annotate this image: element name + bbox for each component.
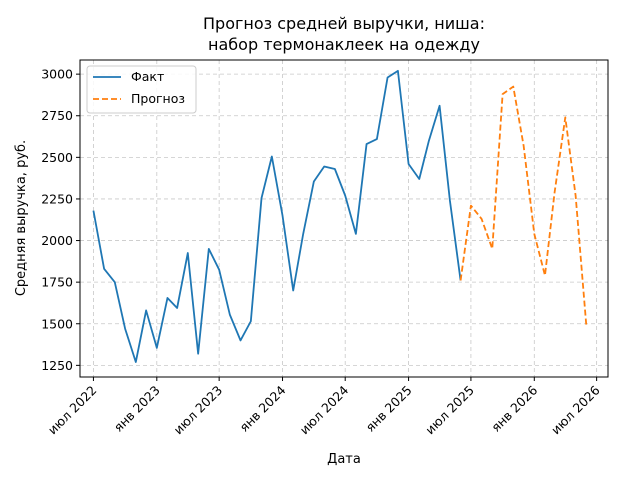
x-tick-label: янв 2023 (111, 383, 163, 435)
y-tick-label: 2000 (41, 233, 73, 248)
series-layer (92, 69, 588, 363)
y-tick-label: 2750 (41, 108, 73, 123)
series-line-fact (92, 69, 462, 363)
y-tick-label: 2500 (41, 150, 73, 165)
y-axis: 1250 1500 1750 2000 2250 2500 2750 3000 (41, 67, 80, 373)
x-tick-label: июл 2023 (171, 383, 226, 438)
y-tick-label: 2250 (41, 191, 73, 206)
x-tick-label: янв 2024 (236, 382, 288, 434)
x-tick-label: июл 2025 (422, 383, 477, 438)
x-tick-label: июл 2026 (548, 382, 603, 437)
chart-title-line-2: набор термонаклеек на одежду (208, 35, 480, 54)
x-tick-label: июл 2022 (45, 383, 100, 438)
legend-label-forecast: Прогноз (131, 91, 185, 106)
legend-label-fact: Факт (131, 69, 164, 84)
y-tick-label: 1750 (41, 275, 73, 290)
x-axis-label: Дата (327, 452, 361, 467)
y-tick-label: 1500 (41, 316, 73, 331)
y-tick-label: 3000 (41, 67, 73, 82)
x-tick-label: июл 2024 (297, 382, 352, 437)
y-axis-label: Средняя выручка, руб. (14, 140, 29, 296)
chart-title-line-1: Прогноз средней выручки, ниша: (203, 14, 485, 33)
x-axis: июл 2022 янв 2023 июл 2023 янв 2024 июл 2024… (45, 377, 603, 437)
legend: Факт Прогноз (86, 65, 197, 114)
x-tick-label: янв 2025 (362, 383, 414, 435)
x-tick-label: янв 2026 (488, 382, 540, 434)
plot-frame (79, 59, 609, 378)
series-line-forecast (459, 85, 588, 326)
y-tick-label: 1250 (41, 358, 73, 373)
